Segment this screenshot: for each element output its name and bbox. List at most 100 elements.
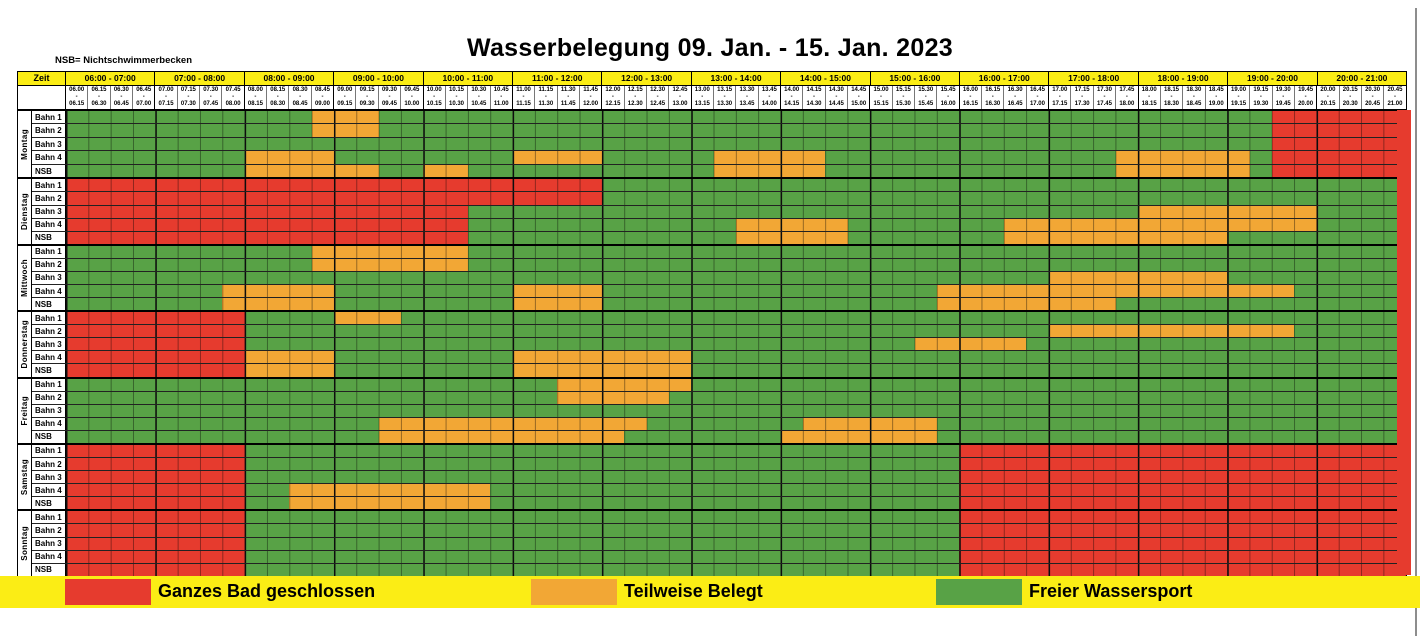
quarter-header-cell: 12.15-12.30	[623, 86, 646, 109]
day-band-freitag: Freitag Bahn 1 Bahn 2 Bahn 3 Bahn 4 NSB	[18, 376, 1406, 443]
occupancy-segment-orange	[244, 151, 334, 164]
occupancy-strip	[66, 484, 1406, 497]
occupancy-strip	[66, 563, 1406, 576]
quarter-header-cell: 18.45-19.00	[1204, 86, 1227, 109]
quarter-gridlines	[66, 258, 1406, 271]
lane-label: Bahn 2	[32, 258, 66, 271]
occupancy-strip	[66, 312, 1406, 325]
quarter-header-cell: 09.45-10.00	[400, 86, 422, 109]
quarter-header-cell: 07.00-07.15	[154, 86, 176, 109]
lane-row: NSB	[32, 364, 1406, 377]
occupancy-segment-red	[66, 511, 245, 524]
occupancy-segment-orange	[1138, 205, 1317, 218]
zeit-header-cell: Zeit	[18, 72, 66, 85]
occupancy-segment-red	[66, 218, 468, 231]
quarter-header-cell: 08.00-08.15	[243, 86, 266, 109]
quarter-gridlines	[66, 430, 1406, 443]
quarter-header-cell: 12.30-12.45	[645, 86, 668, 109]
hour-header-cell: 10:00 - 11:00	[422, 72, 512, 85]
lane-row: Bahn 4	[32, 417, 1406, 431]
lane-label: Bahn 3	[32, 537, 66, 550]
occupancy-segment-red	[66, 364, 245, 377]
occupancy-segment-red	[959, 563, 1406, 576]
quarter-header-cell: 18.30-18.45	[1182, 86, 1204, 109]
occupancy-segment-red	[66, 563, 245, 576]
occupancy-segment-orange	[1048, 271, 1228, 285]
occupancy-segment-orange	[244, 364, 334, 377]
quarter-header-cell: 12.00-12.15	[601, 86, 623, 109]
occupancy-strip	[66, 151, 1406, 164]
hour-header-cell: 18:00 - 19:00	[1137, 72, 1227, 85]
occupancy-segment-orange	[803, 417, 937, 430]
occupancy-strip	[66, 137, 1406, 151]
lane-label: Bahn 2	[32, 124, 66, 137]
day-label-cell: Sonntag	[18, 511, 32, 576]
quarter-header-cell: 08.15-08.30	[266, 86, 288, 109]
page-title: Wasserbelegung 09. Jan. - 15. Jan. 2023	[467, 34, 953, 62]
quarter-gridlines	[66, 312, 1406, 325]
occupancy-strip	[66, 417, 1406, 430]
occupancy-segment-orange	[222, 298, 334, 311]
lane-row: NSB	[32, 298, 1406, 311]
occupancy-strip	[66, 205, 1406, 218]
lane-row: Bahn 4	[32, 218, 1406, 232]
occupancy-strip	[66, 298, 1406, 311]
quarter-header-cell: 13.00-13.15	[690, 86, 713, 109]
day-label-cell: Samstag	[18, 444, 32, 510]
hour-header-row: Zeit 06:00 - 07:00 07:00 - 08:00 08:00 - 0…	[18, 72, 1406, 86]
occupancy-segment-red	[66, 325, 245, 338]
day-band-montag: Montag Bahn 1 Bahn 2 Bahn 3 Bahn 4 NSB	[18, 111, 1406, 178]
legend-bar: Ganzes Bad geschlossen Teilweise Belegt …	[0, 576, 1420, 608]
day-label-cell: Mittwoch	[18, 245, 32, 311]
quarter-gridlines	[66, 137, 1406, 151]
lane-label: Bahn 1	[32, 511, 66, 524]
legend-swatch-partial	[531, 579, 617, 605]
occupancy-strip	[66, 404, 1406, 417]
quarter-header-corner	[18, 86, 66, 109]
quarter-header-cell: 15.15-15.30	[891, 86, 914, 109]
quarter-header-cell: 09.30-09.45	[377, 86, 400, 109]
quarter-header-cells: 06.00-06.15 06.15-06.30 06.30-06.45 06.45-0…	[66, 86, 1406, 109]
lane-row: Bahn 4	[32, 285, 1406, 299]
quarter-header-cell: 09.15-09.30	[355, 86, 377, 109]
occupancy-segment-orange	[937, 298, 1116, 311]
lane-label: Bahn 2	[32, 391, 66, 404]
day-name: Sonntag	[20, 526, 29, 561]
legend-swatch-free	[936, 579, 1022, 605]
lane-label: Bahn 4	[32, 484, 66, 497]
lane-label: Bahn 2	[32, 192, 66, 205]
lane-label: Bahn 3	[32, 271, 66, 285]
occupancy-segment-red	[959, 497, 1406, 510]
lane-row: Bahn 4	[32, 151, 1406, 165]
lane-label: Bahn 4	[32, 550, 66, 563]
quarter-header-cell: 15.45-16.00	[936, 86, 958, 109]
occupancy-segment-red	[66, 550, 245, 563]
quarter-header-cell: 06.30-06.45	[109, 86, 132, 109]
lane-label: NSB	[32, 364, 66, 377]
quarter-gridlines	[66, 404, 1406, 417]
quarter-header-cell: 20.00-20.15	[1316, 86, 1338, 109]
quarter-header-cell: 06.45-07.00	[132, 86, 154, 109]
lane-label: Bahn 1	[32, 312, 66, 325]
quarter-header-cell: 13.30-13.45	[735, 86, 757, 109]
occupancy-segment-red	[1272, 124, 1406, 137]
occupancy-strip	[66, 497, 1406, 510]
legend-label-partial: Teilweise Belegt	[624, 581, 763, 601]
quarter-header-cell: 20.45-21.00	[1383, 86, 1405, 109]
hour-header-cell: 20:00 - 21:00	[1316, 72, 1406, 85]
occupancy-segment-orange	[512, 364, 692, 377]
quarter-header-cell: 14.15-14.30	[802, 86, 824, 109]
hour-header-cell: 13:00 - 14:00	[690, 72, 780, 85]
quarter-header-cell: 10.00-10.15	[422, 86, 445, 109]
occupancy-segment-orange	[423, 164, 468, 178]
lane-label: NSB	[32, 164, 66, 178]
lane-label: Bahn 1	[32, 378, 66, 391]
occupancy-strip	[66, 471, 1406, 484]
lane-label: Bahn 4	[32, 351, 66, 364]
occupancy-segment-orange	[512, 151, 602, 164]
lane-row: NSB	[32, 164, 1406, 178]
occupancy-strip	[66, 179, 1406, 192]
scan-edge-red-strip	[1397, 110, 1411, 575]
nsb-abbreviation-note: NSB= Nichtschwimmerbecken	[55, 55, 193, 66]
quarter-header-cell: 17.00-17.15	[1048, 86, 1070, 109]
